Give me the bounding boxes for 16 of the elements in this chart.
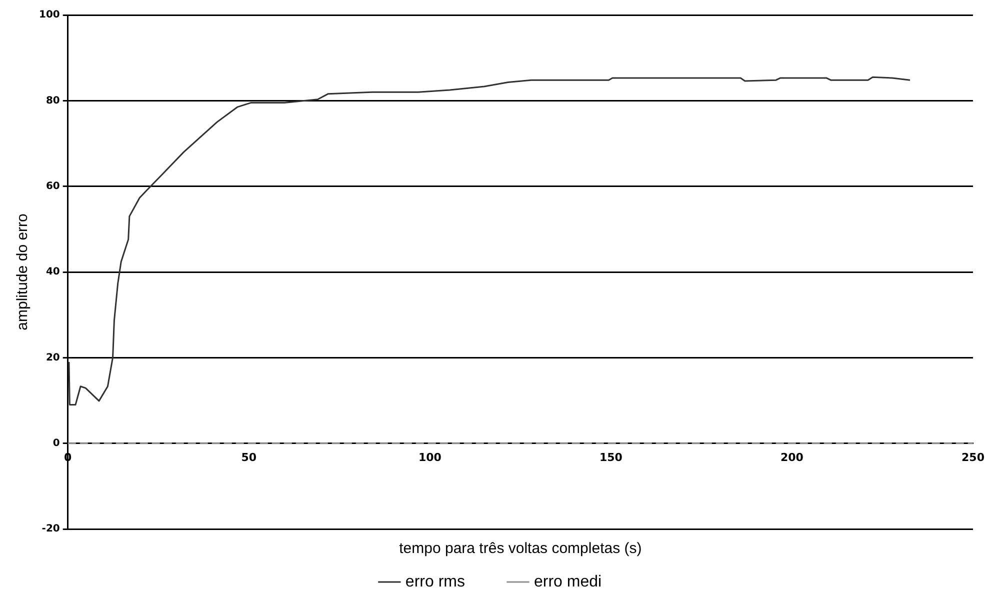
- y-tick-label: 60: [46, 180, 60, 192]
- legend-label: erro medi: [534, 573, 602, 590]
- x-tick-label: 200: [780, 450, 804, 464]
- y-tick-label: 20: [46, 352, 60, 364]
- y-axis-title: amplitude do erro: [14, 214, 32, 330]
- legend-label: erro rms: [405, 573, 465, 590]
- x-tick-label: 150: [599, 450, 623, 464]
- x-tick-label: 50: [241, 450, 257, 464]
- y-tick-label: -20: [42, 524, 60, 535]
- x-tick-label: 100: [418, 450, 442, 464]
- y-tick-label: 40: [46, 266, 60, 278]
- y-tick-label: 100: [39, 10, 60, 21]
- y-tick-label: 80: [46, 95, 60, 106]
- y-tick-label: 0: [52, 438, 60, 449]
- x-tick-label: 250: [962, 450, 985, 464]
- x-axis-title: tempo para três voltas completas (s): [399, 540, 642, 558]
